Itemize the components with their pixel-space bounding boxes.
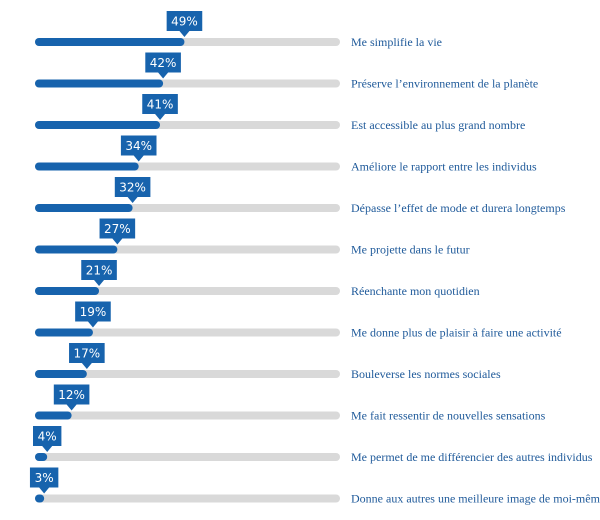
callout-box bbox=[142, 94, 178, 114]
bar-row: Préserve l’environnement de la planète 42… bbox=[35, 52, 538, 91]
value-callout: 17% bbox=[69, 343, 105, 369]
category-label: Dépasse l’effet de mode et durera longte… bbox=[351, 201, 566, 215]
callout-pointer bbox=[179, 31, 190, 37]
category-label: Me simplifie la vie bbox=[351, 35, 442, 49]
bar bbox=[35, 287, 100, 295]
callout-box bbox=[29, 467, 59, 488]
bar-row: Réenchante mon quotidien 21% bbox=[35, 260, 480, 298]
category-label: Améliore le rapport entre les individus bbox=[351, 160, 537, 174]
callout-box bbox=[81, 260, 117, 280]
callout-box bbox=[33, 426, 62, 446]
callout-pointer bbox=[81, 363, 92, 369]
bar-row: Me projette dans le futur 27% bbox=[35, 218, 470, 257]
category-label: Préserve l’environnement de la planète bbox=[351, 77, 538, 91]
value-callout: 19% bbox=[75, 301, 111, 328]
callout-pointer bbox=[112, 238, 123, 245]
callout-box bbox=[166, 11, 203, 31]
value-callout: 42% bbox=[145, 52, 181, 79]
data-label: 3% bbox=[35, 471, 54, 485]
data-label: 19% bbox=[80, 305, 107, 319]
value-callout: 12% bbox=[53, 384, 90, 411]
bar bbox=[35, 162, 139, 171]
bar-track bbox=[35, 453, 340, 461]
callout-box bbox=[145, 52, 181, 73]
value-callout: 27% bbox=[99, 218, 136, 245]
bar-row: Bouleverse les normes sociales 17% bbox=[35, 343, 501, 381]
data-label: 49% bbox=[171, 15, 198, 29]
bar bbox=[35, 328, 93, 337]
bar bbox=[35, 370, 87, 378]
category-label: Bouleverse les normes sociales bbox=[351, 367, 501, 381]
bar-row: Me fait ressentir de nouvelles sensation… bbox=[35, 384, 546, 423]
value-callout: 41% bbox=[142, 94, 178, 120]
bar-row: Me simplifie la vie 49% bbox=[35, 11, 442, 49]
callout-pointer bbox=[158, 72, 169, 79]
bar bbox=[35, 494, 45, 503]
callout-pointer bbox=[39, 487, 50, 494]
bar-row: Est accessible au plus grand nombre 41% bbox=[35, 94, 525, 132]
bar-row: Me donne plus de plaisir à faire une act… bbox=[35, 301, 562, 340]
value-callout: 32% bbox=[114, 177, 151, 203]
callout-pointer bbox=[66, 404, 77, 411]
bar-track bbox=[35, 411, 340, 420]
callout-pointer bbox=[42, 446, 53, 452]
bar bbox=[35, 38, 185, 46]
category-label: Me fait ressentir de nouvelles sensation… bbox=[351, 409, 546, 423]
data-label: 27% bbox=[104, 222, 131, 236]
callout-box bbox=[69, 343, 105, 363]
bar-track bbox=[35, 328, 340, 337]
category-label: Réenchante mon quotidien bbox=[351, 284, 480, 298]
category-label: Me permet de me différencier des autres … bbox=[351, 450, 593, 464]
value-callout: 21% bbox=[81, 260, 117, 286]
callout-pointer bbox=[155, 114, 166, 120]
data-label: 17% bbox=[74, 347, 101, 361]
callout-pointer bbox=[133, 155, 144, 162]
bar-track bbox=[35, 494, 340, 503]
data-label: 42% bbox=[150, 56, 177, 70]
data-label: 12% bbox=[58, 388, 85, 402]
category-label: Me donne plus de plaisir à faire une act… bbox=[351, 326, 562, 340]
category-label: Donne aux autres une meilleure image de … bbox=[351, 492, 600, 506]
callout-pointer bbox=[94, 280, 105, 286]
bar-track bbox=[35, 287, 340, 295]
callout-pointer bbox=[127, 197, 138, 203]
bar-track bbox=[35, 370, 340, 378]
category-label: Me projette dans le futur bbox=[351, 243, 470, 257]
bar bbox=[35, 79, 164, 88]
bar-row: Dépasse l’effet de mode et durera longte… bbox=[35, 177, 566, 215]
bar bbox=[35, 245, 118, 254]
bar bbox=[35, 453, 48, 461]
value-callout: 4% bbox=[33, 426, 62, 452]
data-label: 34% bbox=[125, 139, 152, 153]
bar bbox=[35, 411, 72, 420]
value-callout: 34% bbox=[120, 135, 157, 162]
callout-pointer bbox=[87, 321, 98, 328]
callout-box bbox=[53, 384, 90, 405]
value-callout: 3% bbox=[29, 467, 59, 494]
bar-row: Donne aux autres une meilleure image de … bbox=[29, 467, 600, 506]
bar-row: Améliore le rapport entre les individus 3… bbox=[35, 135, 537, 174]
category-label: Est accessible au plus grand nombre bbox=[351, 118, 525, 132]
callout-box bbox=[75, 301, 111, 322]
bar bbox=[35, 121, 161, 129]
data-label: 41% bbox=[147, 98, 174, 112]
data-label: 4% bbox=[38, 430, 57, 444]
callout-box bbox=[114, 177, 151, 197]
bar-row: Me permet de me différencier des autres … bbox=[33, 426, 593, 464]
data-label: 32% bbox=[119, 181, 146, 195]
callout-box bbox=[120, 135, 157, 156]
callout-box bbox=[99, 218, 136, 239]
value-callout: 49% bbox=[166, 11, 203, 37]
data-label: 21% bbox=[86, 264, 113, 278]
bar bbox=[35, 204, 133, 212]
